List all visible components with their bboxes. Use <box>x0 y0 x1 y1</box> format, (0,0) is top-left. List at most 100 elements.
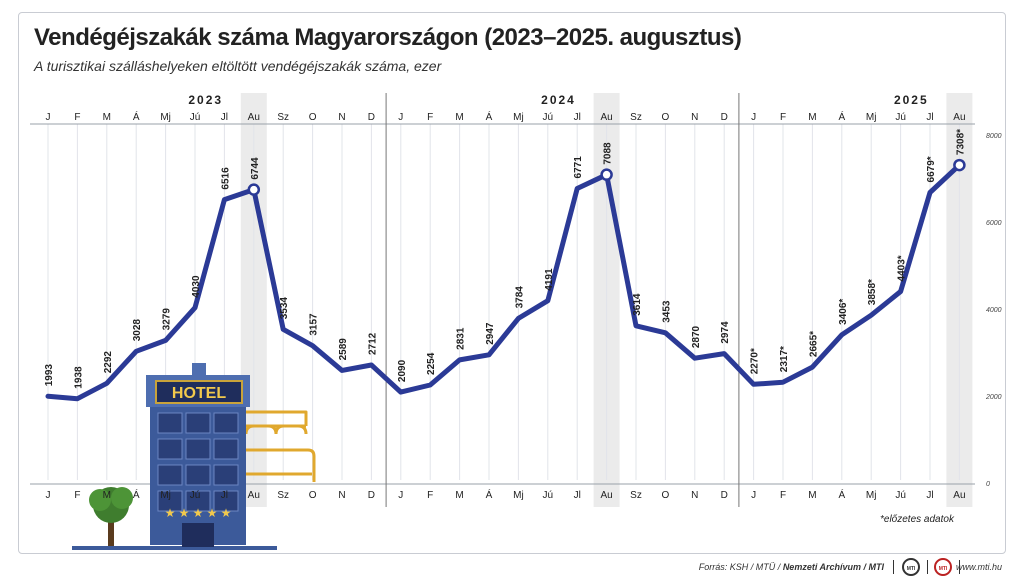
year-label: 2025 <box>894 93 929 107</box>
data-label: 2292 <box>103 351 114 374</box>
month-label-bottom: D <box>721 490 728 501</box>
data-label: 4403* <box>897 255 908 281</box>
data-label: 3858* <box>867 279 878 305</box>
month-label-top: F <box>74 112 80 123</box>
month-label-top: D <box>368 112 375 123</box>
year-label: 2024 <box>541 93 576 107</box>
month-label-top: Au <box>600 112 612 123</box>
month-label-bottom: M <box>808 490 816 501</box>
data-label: 3534 <box>279 297 290 320</box>
hotel-window <box>157 412 183 434</box>
footer-separator <box>927 560 928 574</box>
footnote: *előzetes adatok <box>880 514 954 525</box>
month-label-bottom: Jú <box>543 490 554 501</box>
month-label-top: Á <box>486 110 493 123</box>
highlight-point <box>600 168 613 181</box>
month-label-top: Jú <box>190 112 201 123</box>
month-label-bottom: M <box>455 490 463 501</box>
month-label-top: J <box>46 112 51 123</box>
month-label-top: O <box>309 112 317 123</box>
month-label-top: J <box>398 112 403 123</box>
data-label: 1993 <box>44 364 55 387</box>
series-line <box>45 162 962 402</box>
month-label-bottom: Sz <box>277 490 289 501</box>
month-label-top: Au <box>248 112 260 123</box>
month-label-top: M <box>808 112 816 123</box>
month-label-top: N <box>338 112 345 123</box>
chart-labels: 2023 2024 2025 J J F F M M Á Á Mj Mj Jú Jú Jl Jl Au Au Sz Sz… <box>44 93 1002 501</box>
tree-crown <box>89 489 111 511</box>
star-icon: ★ <box>179 506 190 520</box>
footer: Forrás: KSH / MTÜ / Nemzeti Archívum / M… <box>0 556 1024 580</box>
data-label: 6679* <box>926 156 937 182</box>
hotel-window <box>213 438 239 460</box>
data-label: 2870 <box>691 325 702 348</box>
data-label: 3279 <box>162 308 173 331</box>
month-label-top: Au <box>953 112 965 123</box>
month-label-top: Á <box>133 110 140 123</box>
month-label-bottom: Jl <box>926 490 933 501</box>
hotel-window <box>185 490 211 512</box>
y-tick-label: 8000 <box>986 133 1002 140</box>
data-label: 7308* <box>955 129 966 155</box>
data-label: 3406* <box>838 299 849 325</box>
footer-separator <box>893 560 894 574</box>
month-label-bottom: M <box>103 490 111 501</box>
chart-subtitle: A turisztikai szálláshelyeken eltöltött … <box>34 58 442 74</box>
hotel-chimney <box>192 363 206 375</box>
month-label-top: Á <box>838 110 845 123</box>
month-label-top: Jl <box>221 112 228 123</box>
hotel-window <box>185 438 211 460</box>
data-series <box>45 158 966 402</box>
month-label-bottom: J <box>398 490 403 501</box>
month-label-bottom: N <box>691 490 698 501</box>
footer-separator <box>959 560 960 574</box>
hotel-window <box>157 490 183 512</box>
data-label: 3028 <box>132 319 143 342</box>
source-bold: Nemzeti Archívum / MTI <box>782 562 884 572</box>
y-tick-label: 0 <box>986 481 990 488</box>
month-label-bottom: Jl <box>574 490 581 501</box>
month-label-bottom: J <box>46 490 51 501</box>
highlight-point <box>247 183 261 196</box>
month-label-top: Jú <box>543 112 554 123</box>
mtu-logo-icon: MTI <box>902 558 920 576</box>
data-label: 2712 <box>367 332 378 355</box>
data-label: 2974 <box>720 321 731 344</box>
month-label-bottom: Mj <box>866 490 877 501</box>
tree-crown <box>111 487 133 509</box>
data-label: 2589 <box>338 338 349 361</box>
month-label-bottom: D <box>368 490 375 501</box>
star-icon: ★ <box>221 506 232 520</box>
data-label: 2270* <box>750 348 761 374</box>
source-text: Forrás: KSH / MTÜ / Nemzeti Archívum / M… <box>699 562 884 572</box>
website-link[interactable]: www.mti.hu <box>955 562 1002 572</box>
source-prefix: Forrás: KSH / MTÜ / <box>698 562 783 572</box>
month-label-bottom: Á <box>486 488 493 501</box>
data-label: 3453 <box>661 300 672 323</box>
data-label: 6771 <box>573 156 584 179</box>
data-label: 2254 <box>426 352 437 375</box>
y-tick-label: 4000 <box>986 307 1002 314</box>
month-label-top: D <box>721 112 728 123</box>
month-label-bottom: F <box>780 490 786 501</box>
month-label-bottom: O <box>662 490 670 501</box>
month-label-bottom: F <box>74 490 80 501</box>
month-label-bottom: Mj <box>160 490 171 501</box>
month-label-top: Jl <box>926 112 933 123</box>
hotel-window <box>157 464 183 486</box>
hotel-window <box>213 412 239 434</box>
mti-logo-icon: MTI <box>934 558 952 576</box>
month-label-bottom: Au <box>953 490 965 501</box>
star-icon: ★ <box>207 506 218 520</box>
data-label: 4030 <box>191 275 202 298</box>
hotel-window <box>157 438 183 460</box>
month-label-bottom: J <box>751 490 756 501</box>
month-label-top: N <box>691 112 698 123</box>
data-label: 2947 <box>485 322 496 345</box>
month-label-bottom: Mj <box>513 490 524 501</box>
month-label-bottom: F <box>427 490 433 501</box>
hotel-sign-text: HOTEL <box>172 385 226 402</box>
month-label-bottom: Sz <box>630 490 642 501</box>
month-label-top: M <box>455 112 463 123</box>
